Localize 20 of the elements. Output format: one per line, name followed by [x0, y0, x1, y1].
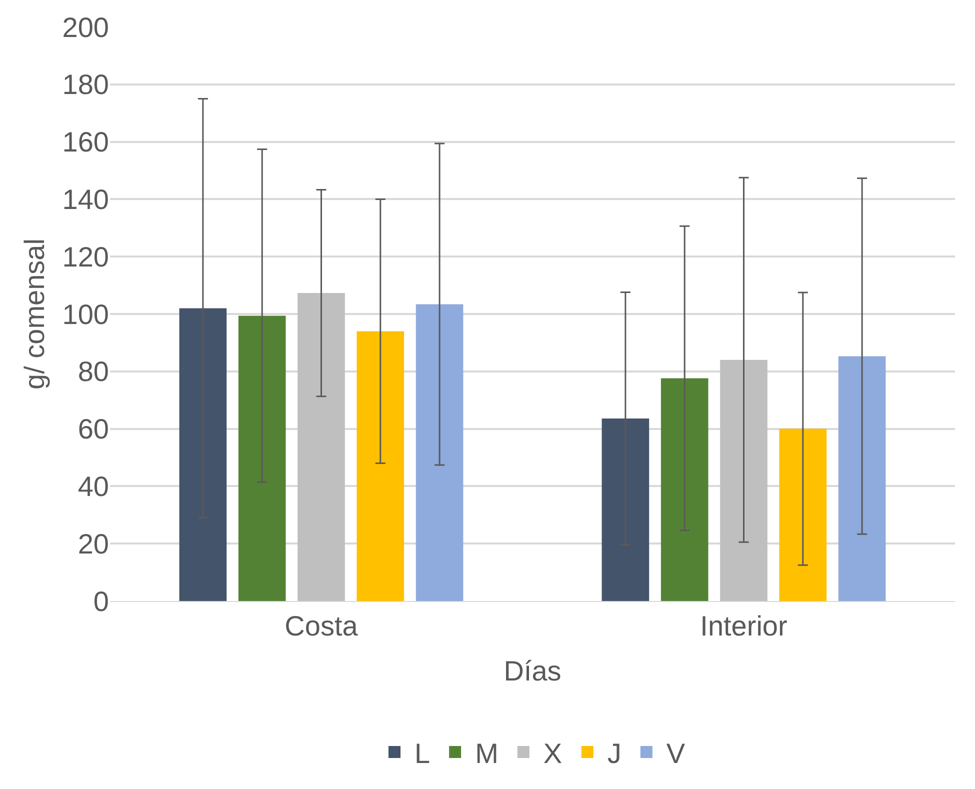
y-tick-label: 200 [62, 12, 109, 43]
y-tick-label: 180 [62, 69, 109, 100]
y-tick-label: 100 [62, 298, 109, 330]
x-axis-title: Días [504, 656, 562, 687]
y-tick-label: 140 [62, 184, 109, 215]
legend-label: J [607, 738, 622, 769]
y-tick-label: 60 [78, 414, 109, 445]
legend-label: X [543, 738, 562, 769]
y-tick-label: 0 [93, 586, 109, 617]
y-tick-label: 160 [62, 126, 109, 158]
x-tick-label: Costa [284, 610, 358, 642]
y-tick-label: 20 [78, 528, 109, 560]
legend-label: L [414, 738, 430, 769]
y-axis-title: g/ comensal [19, 238, 50, 390]
legend-label: V [666, 738, 686, 769]
legend-label: M [475, 738, 498, 769]
y-tick-label: 120 [62, 241, 109, 272]
x-tick-label: Interior [700, 610, 788, 642]
y-tick-label: 40 [78, 471, 109, 502]
y-tick-label: 80 [78, 356, 109, 388]
